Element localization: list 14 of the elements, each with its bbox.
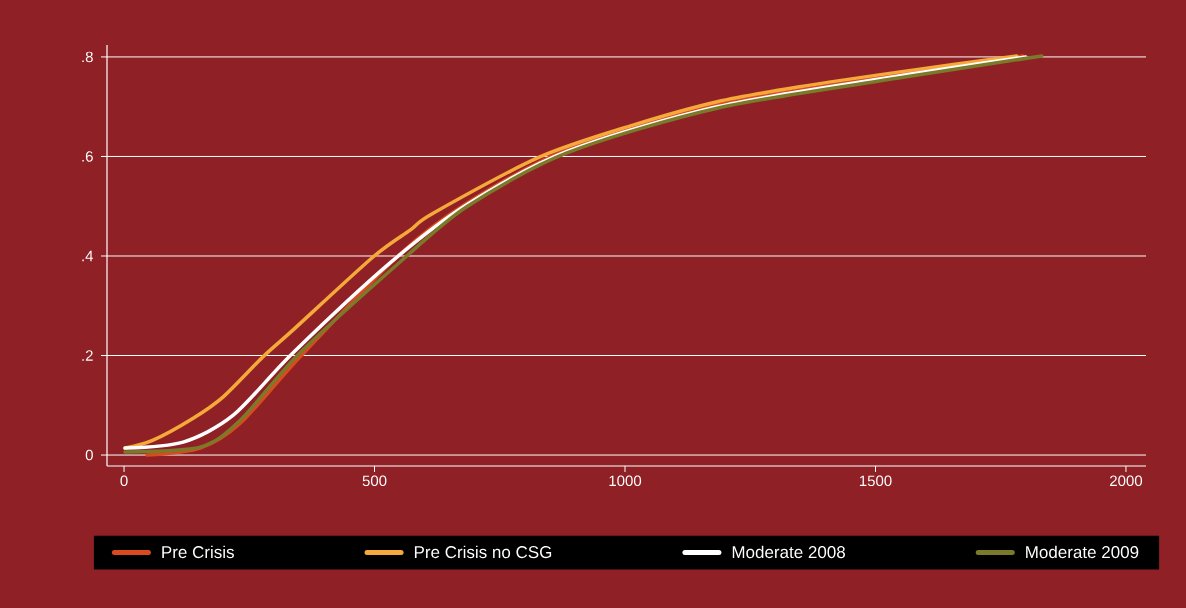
y-tick-label: .6: [82, 151, 93, 162]
y-tick-label: .8: [82, 51, 93, 63]
x-tick-label: 1500: [859, 475, 892, 487]
x-tick-label: 500: [362, 475, 387, 487]
legend-label: Moderate 2009: [1026, 545, 1139, 559]
x-tick-label: 2000: [1110, 475, 1143, 487]
y-tick-label: 0: [85, 449, 93, 461]
legend-label: Pre Crisis no CSG: [414, 545, 552, 559]
x-tick-label: 1000: [609, 475, 642, 487]
y-tick-label: .4: [82, 250, 94, 262]
y-tick-label: .2: [82, 350, 93, 361]
legend-label: Moderate 2008: [732, 545, 845, 559]
legend-label: Pre Crisis: [162, 545, 234, 559]
x-tick-label: 0: [120, 475, 128, 487]
